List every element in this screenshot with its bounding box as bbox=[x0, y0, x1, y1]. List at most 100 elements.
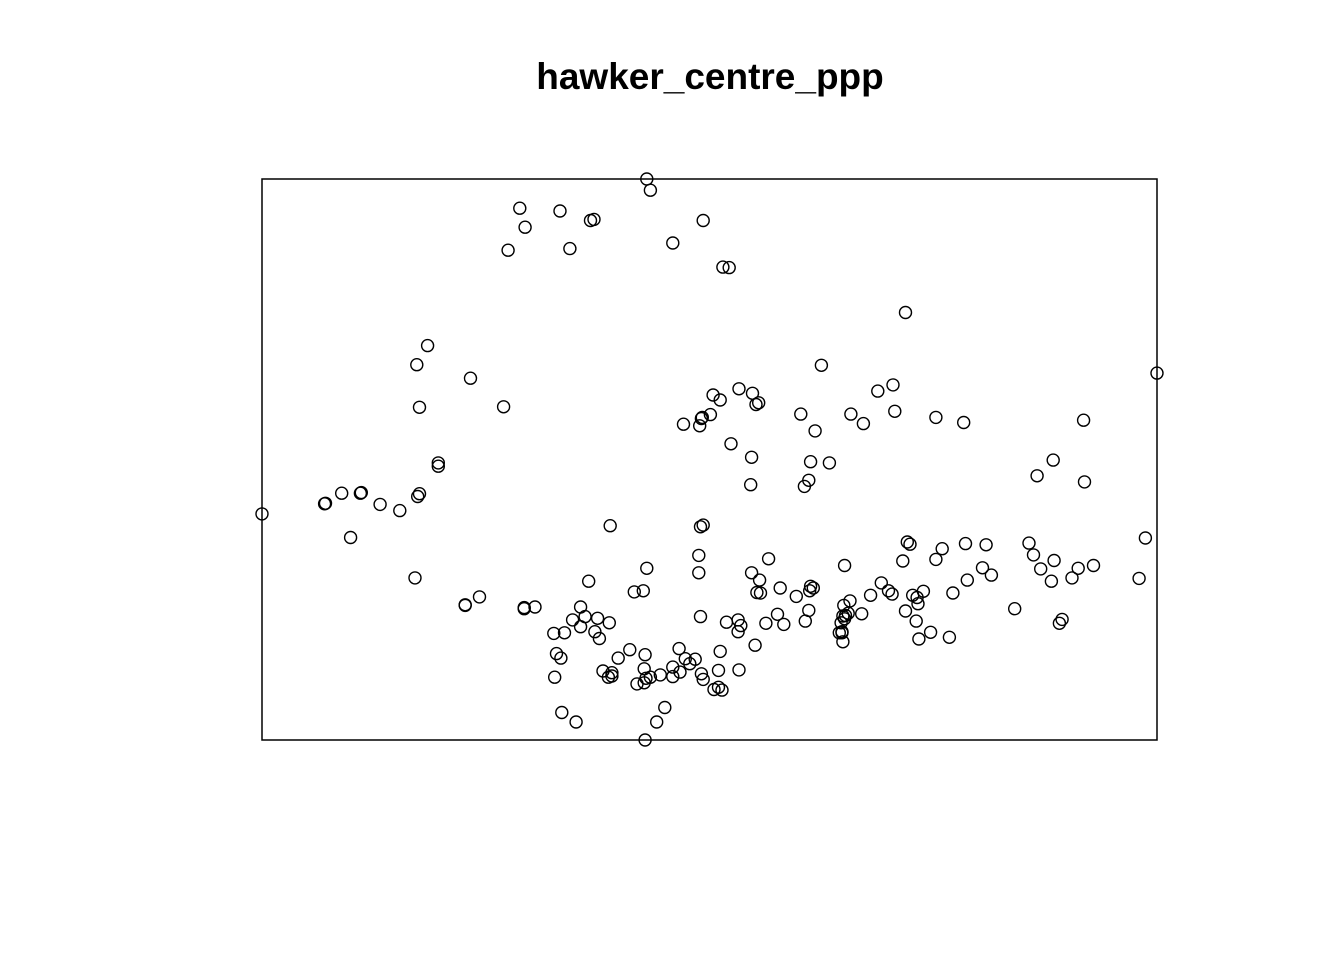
data-point-113 bbox=[638, 648, 652, 662]
data-point-71 bbox=[692, 548, 706, 563]
data-point-130 bbox=[719, 615, 734, 629]
data-point-109 bbox=[707, 682, 721, 697]
data-point-66 bbox=[822, 456, 837, 470]
data-point-164 bbox=[1132, 571, 1146, 586]
data-point-104 bbox=[688, 652, 702, 666]
data-point-53 bbox=[676, 417, 691, 431]
data-point-57 bbox=[724, 437, 738, 451]
data-point-72 bbox=[744, 478, 758, 492]
data-point-143 bbox=[863, 588, 878, 602]
data-point-105 bbox=[694, 667, 709, 681]
data-point-23 bbox=[929, 410, 943, 425]
data-point-157 bbox=[1026, 548, 1041, 562]
data-point-147 bbox=[903, 537, 917, 551]
data-point-3 bbox=[553, 204, 567, 218]
data-point-117 bbox=[569, 715, 583, 729]
data-point-169 bbox=[912, 632, 926, 646]
data-point-132 bbox=[734, 618, 748, 633]
data-point-156 bbox=[1022, 536, 1036, 550]
data-point-155 bbox=[984, 568, 999, 582]
data-point-114 bbox=[605, 666, 619, 680]
data-point-37 bbox=[373, 497, 387, 512]
data-point-108 bbox=[713, 644, 727, 659]
data-point-185 bbox=[803, 584, 817, 598]
data-point-126 bbox=[653, 668, 667, 682]
data-point-65 bbox=[802, 473, 816, 487]
data-point-31 bbox=[255, 507, 269, 521]
data-point-119 bbox=[650, 715, 664, 729]
data-point-189 bbox=[748, 638, 762, 652]
data-point-90 bbox=[578, 609, 592, 624]
data-point-176 bbox=[885, 587, 899, 601]
data-point-135 bbox=[773, 581, 787, 595]
data-point-49 bbox=[706, 388, 720, 402]
data-point-133 bbox=[744, 566, 759, 580]
data-point-73 bbox=[640, 561, 654, 575]
data-point-75 bbox=[603, 519, 617, 533]
data-point-161 bbox=[1008, 602, 1022, 616]
data-point-112 bbox=[732, 663, 746, 677]
data-point-145 bbox=[874, 576, 888, 590]
data-point-1 bbox=[643, 183, 658, 197]
data-point-27 bbox=[1030, 469, 1044, 483]
data-point-101 bbox=[678, 652, 692, 666]
data-point-127 bbox=[693, 609, 708, 624]
data-point-12 bbox=[722, 260, 736, 275]
data-point-6 bbox=[518, 220, 532, 234]
data-point-18 bbox=[496, 400, 511, 414]
data-point-26 bbox=[1046, 453, 1060, 467]
data-point-180 bbox=[896, 554, 910, 568]
data-point-58 bbox=[749, 397, 763, 412]
data-point-178 bbox=[946, 586, 960, 600]
data-point-154 bbox=[975, 561, 990, 575]
data-point-150 bbox=[935, 542, 949, 556]
data-point-136 bbox=[761, 552, 776, 566]
data-point-110 bbox=[711, 663, 726, 678]
data-point-60 bbox=[794, 407, 808, 421]
data-point-177 bbox=[942, 630, 957, 644]
data-point-174 bbox=[909, 614, 923, 628]
data-point-59 bbox=[752, 396, 766, 410]
data-point-74 bbox=[636, 584, 650, 598]
data-point-118 bbox=[638, 733, 652, 747]
data-point-47 bbox=[472, 590, 487, 604]
data-point-179 bbox=[916, 584, 931, 598]
data-point-7 bbox=[501, 243, 515, 257]
data-point-11 bbox=[716, 260, 730, 274]
data-point-61 bbox=[844, 407, 858, 421]
data-point-52 bbox=[703, 407, 718, 422]
data-point-95 bbox=[554, 651, 568, 665]
data-point-131 bbox=[731, 625, 745, 639]
data-point-44 bbox=[408, 571, 422, 585]
data-point-116 bbox=[555, 705, 569, 720]
data-point-46 bbox=[458, 598, 472, 613]
data-point-144 bbox=[881, 584, 896, 598]
data-point-77 bbox=[590, 611, 605, 625]
data-point-102 bbox=[672, 641, 686, 656]
data-point-70 bbox=[693, 520, 708, 534]
data-point-83 bbox=[627, 585, 641, 599]
data-point-197 bbox=[855, 607, 869, 621]
data-point-42 bbox=[431, 459, 445, 473]
data-point-10 bbox=[696, 213, 710, 228]
data-point-149 bbox=[929, 552, 943, 567]
data-point-15 bbox=[410, 358, 424, 372]
data-point-122 bbox=[666, 660, 680, 674]
data-point-165 bbox=[1071, 561, 1085, 575]
data-point-92 bbox=[517, 602, 531, 616]
data-point-62 bbox=[856, 416, 871, 431]
data-point-22 bbox=[888, 404, 902, 418]
data-point-167 bbox=[1052, 616, 1067, 630]
data-point-120 bbox=[658, 700, 672, 715]
data-point-78 bbox=[602, 616, 616, 630]
points-layer bbox=[255, 172, 1164, 747]
data-point-148 bbox=[923, 625, 938, 639]
data-point-79 bbox=[592, 631, 607, 646]
data-point-190 bbox=[750, 585, 764, 600]
data-point-29 bbox=[1138, 531, 1153, 545]
data-point-13 bbox=[898, 305, 913, 320]
data-point-121 bbox=[673, 665, 687, 679]
data-point-100 bbox=[666, 669, 680, 684]
data-point-16 bbox=[463, 371, 478, 385]
